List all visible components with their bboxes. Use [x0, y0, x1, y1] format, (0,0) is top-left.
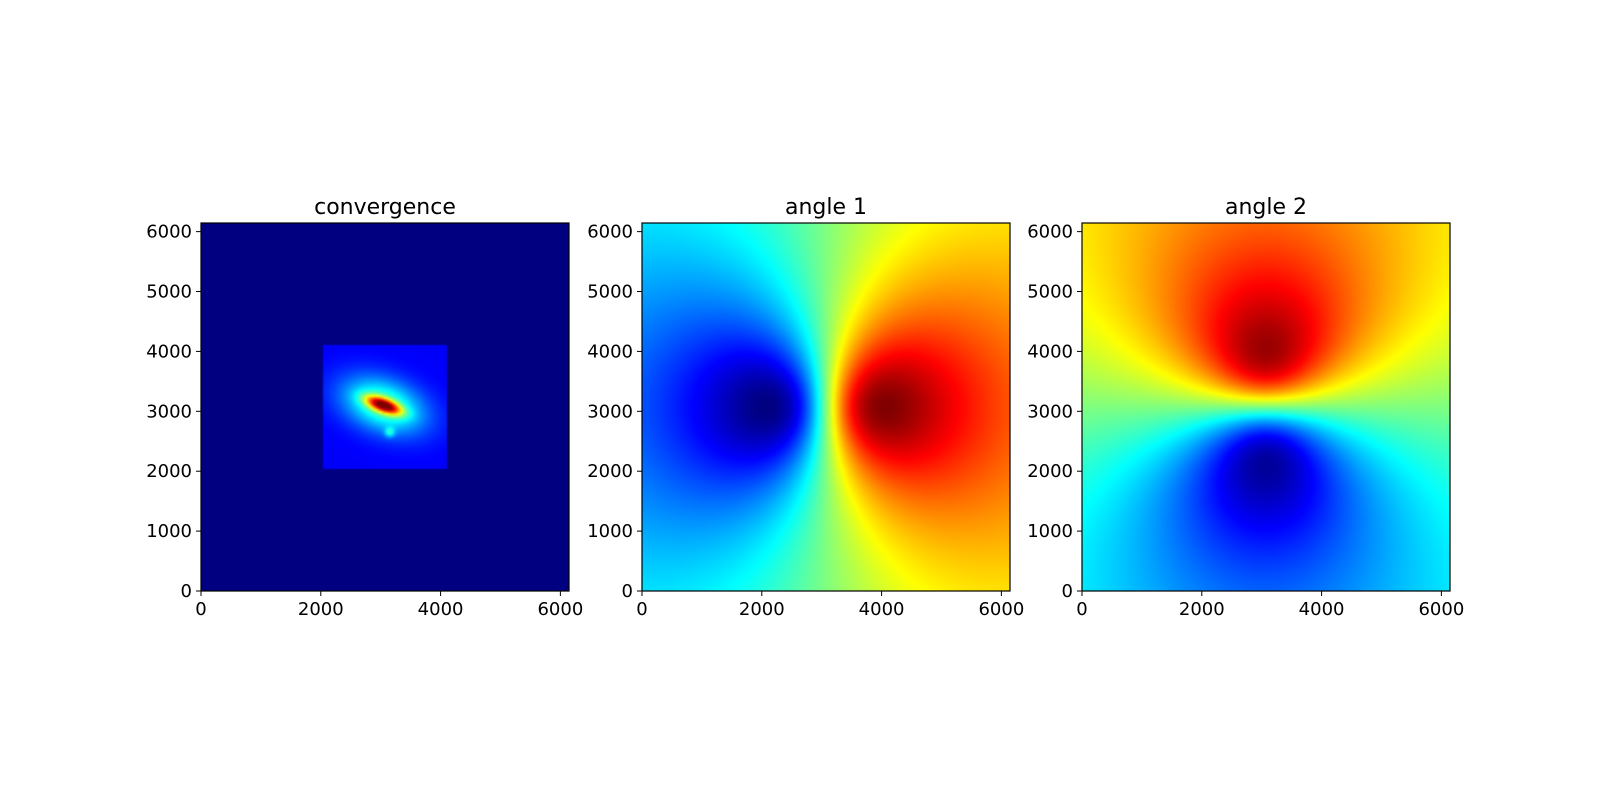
x-tick-label: 4000: [1299, 599, 1345, 620]
y-tick-label: 3000: [1027, 401, 1073, 422]
y-tick-label: 0: [181, 581, 192, 602]
panel-title: angle 2: [1225, 195, 1307, 220]
x-tick-label: 2000: [739, 599, 785, 620]
heatmap-image: [642, 223, 1010, 591]
y-tick-label: 5000: [1027, 282, 1073, 303]
heatmap-image: [201, 223, 569, 591]
y-tick-label: 2000: [1027, 461, 1073, 482]
x-tick-label: 4000: [859, 599, 905, 620]
y-tick-label: 1000: [1027, 521, 1073, 542]
y-tick-label: 0: [622, 581, 633, 602]
x-tick-label: 0: [1076, 599, 1087, 620]
x-tick-label: 6000: [1418, 599, 1464, 620]
y-tick-label: 4000: [146, 341, 192, 362]
y-tick-label: 0: [1062, 581, 1073, 602]
y-tick-label: 6000: [1027, 222, 1073, 243]
y-tick-label: 1000: [587, 521, 633, 542]
x-tick-label: 4000: [418, 599, 464, 620]
panel-1: convergence 0 2000 4000 6000 0 1000 2000 3000 400…: [146, 195, 583, 620]
x-tick-label: 6000: [537, 599, 583, 620]
y-tick-label: 6000: [587, 222, 633, 243]
y-tick-label: 1000: [146, 521, 192, 542]
y-tick-label: 5000: [146, 282, 192, 303]
heatmap-image: [1082, 223, 1450, 591]
panel-2: angle 1 0 2000 4000 6000 0 1000 2000 3000 4000 500…: [587, 195, 1024, 620]
y-tick-label: 2000: [587, 461, 633, 482]
y-tick-label: 2000: [146, 461, 192, 482]
x-tick-label: 6000: [978, 599, 1024, 620]
x-tick-label: 0: [195, 599, 206, 620]
x-tick-label: 0: [636, 599, 647, 620]
y-tick-label: 6000: [146, 222, 192, 243]
panel-title: angle 1: [785, 195, 867, 220]
y-tick-label: 4000: [587, 341, 633, 362]
y-tick-label: 5000: [587, 282, 633, 303]
panel-title: convergence: [314, 195, 456, 220]
y-tick-label: 3000: [587, 401, 633, 422]
axes-frame: [1081, 222, 1451, 592]
panel-3: angle 2 0 2000 4000 6000 0 1000 2000 3000 4000 500…: [1027, 195, 1464, 620]
y-tick-label: 4000: [1027, 341, 1073, 362]
axes-frame: [641, 222, 1011, 592]
x-tick-label: 2000: [1179, 599, 1225, 620]
axes-frame: [200, 222, 570, 592]
x-tick-label: 2000: [298, 599, 344, 620]
y-tick-label: 3000: [146, 401, 192, 422]
